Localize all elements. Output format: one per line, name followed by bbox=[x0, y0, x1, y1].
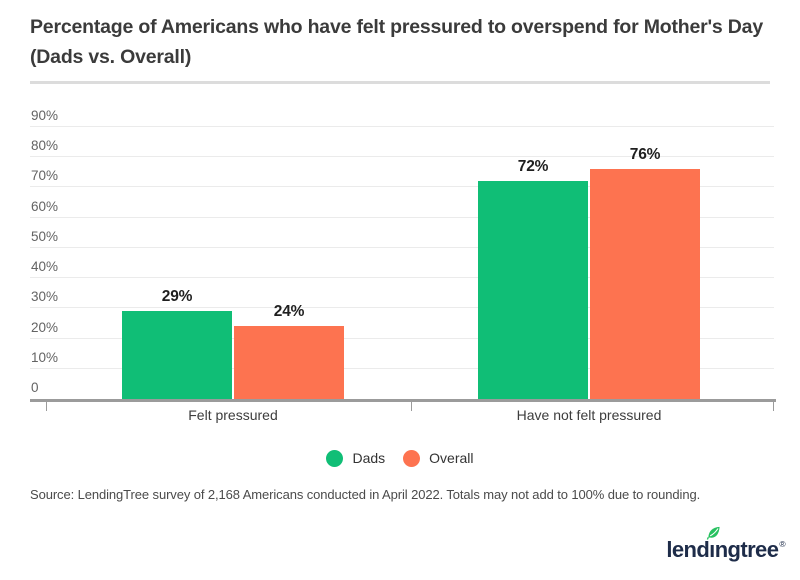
title-divider bbox=[30, 81, 770, 84]
y-axis-tick-label: 20% bbox=[31, 319, 59, 335]
legend-item-dads: Dads bbox=[326, 449, 386, 467]
legend-item-overall: Overall bbox=[403, 449, 474, 467]
logo-text: lend bbox=[666, 537, 710, 562]
y-axis-tick-label: 60% bbox=[31, 198, 59, 214]
bar-value-label: 24% bbox=[273, 303, 305, 321]
bar-overall bbox=[590, 169, 700, 399]
gridline bbox=[30, 126, 774, 127]
source-note: Source: LendingTree survey of 2,168 Amer… bbox=[30, 487, 701, 502]
category-label: Felt pressured bbox=[188, 407, 278, 423]
plot-area: 0 10% 20% 30% 40% 50% 60% 70% 80% 90% Felt pressur… bbox=[30, 108, 776, 423]
y-axis-tick-label: 30% bbox=[31, 289, 59, 305]
chart-legend: Dads Overall bbox=[0, 448, 800, 468]
category-label: Have not felt pressured bbox=[516, 407, 662, 423]
y-axis-tick-label: 70% bbox=[31, 168, 59, 184]
logo-text-i: ı bbox=[709, 537, 715, 562]
axis-tick bbox=[411, 402, 412, 411]
legend-label: Dads bbox=[352, 450, 386, 466]
gridline bbox=[30, 337, 774, 339]
logo-text: ngtree bbox=[714, 537, 779, 562]
x-axis-line bbox=[30, 399, 776, 402]
bar-value-label: 72% bbox=[517, 158, 549, 176]
gridline bbox=[30, 216, 774, 218]
gridline bbox=[30, 186, 774, 188]
y-axis-tick-label: 50% bbox=[31, 228, 59, 244]
y-axis-tick-label: 80% bbox=[31, 138, 59, 154]
gridline bbox=[30, 307, 774, 309]
chart-title: Percentage of Americans who have felt pr… bbox=[30, 12, 772, 72]
chart-title-line1: Percentage of Americans who have felt pr… bbox=[30, 16, 763, 38]
y-axis-tick-label: 10% bbox=[31, 349, 59, 365]
axis-tick bbox=[46, 402, 47, 411]
axis-tick bbox=[773, 402, 774, 411]
y-axis-tick-label: 40% bbox=[31, 259, 59, 275]
gridline bbox=[30, 246, 774, 248]
legend-swatch bbox=[326, 449, 344, 467]
gridline bbox=[30, 367, 774, 369]
legend-swatch bbox=[403, 449, 421, 467]
gridline bbox=[30, 156, 774, 158]
legend-label: Overall bbox=[429, 450, 474, 466]
y-axis-tick-label: 90% bbox=[31, 108, 59, 123]
chart-title-line2: (Dads vs. Overall) bbox=[30, 46, 192, 68]
bar-value-label: 76% bbox=[629, 146, 661, 164]
lendingtree-logo: lend ıngtree® bbox=[666, 526, 786, 563]
bar-dads bbox=[478, 181, 588, 399]
gridline bbox=[30, 277, 774, 279]
bar-value-label: 29% bbox=[161, 288, 193, 306]
y-axis-tick-label: 0 bbox=[31, 380, 39, 395]
bar-overall bbox=[234, 326, 344, 399]
registered-mark: ® bbox=[779, 539, 785, 549]
leaf-icon bbox=[706, 526, 720, 540]
bar-dads bbox=[122, 311, 232, 399]
